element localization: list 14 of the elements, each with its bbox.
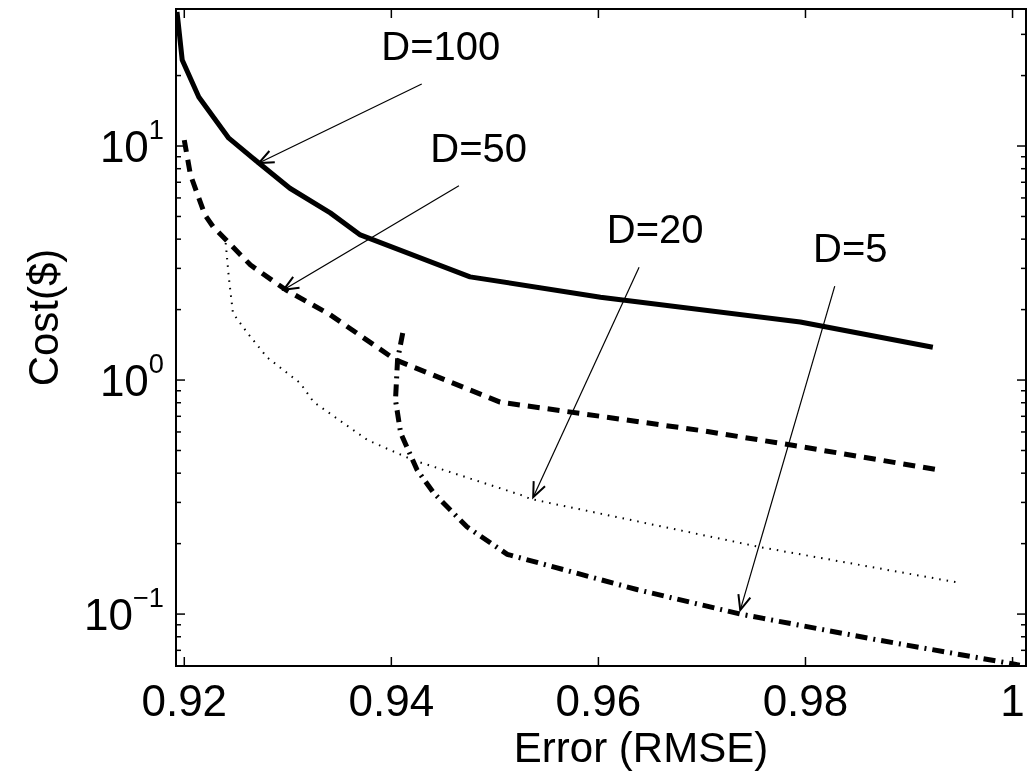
y-tick-label: 10$^{−1}$ — [83, 582, 164, 640]
x-tick-label: 0.96 — [555, 676, 642, 725]
annotation: D=100 — [381, 24, 501, 69]
x-tick-label: 0.92 — [141, 676, 228, 725]
x-tick-label: 0.94 — [348, 676, 435, 725]
annotation: D=5 — [813, 226, 888, 271]
x-axis-title: Error (RMSE) — [513, 724, 769, 771]
y-axis-title: Cost($) — [20, 248, 67, 387]
x-tick-label: 1 — [1000, 676, 1025, 725]
annotation: D=20 — [606, 207, 704, 252]
annotation: D=50 — [430, 125, 528, 170]
y-tick-label: 10$^{0}$ — [99, 348, 164, 406]
y-tick-label: 10$^{1}$ — [99, 114, 164, 172]
x-tick-label: 0.98 — [762, 676, 849, 725]
